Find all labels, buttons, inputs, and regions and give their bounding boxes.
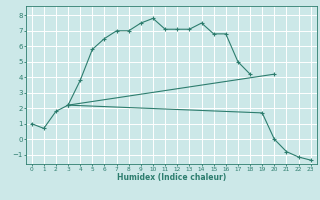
X-axis label: Humidex (Indice chaleur): Humidex (Indice chaleur): [116, 173, 226, 182]
